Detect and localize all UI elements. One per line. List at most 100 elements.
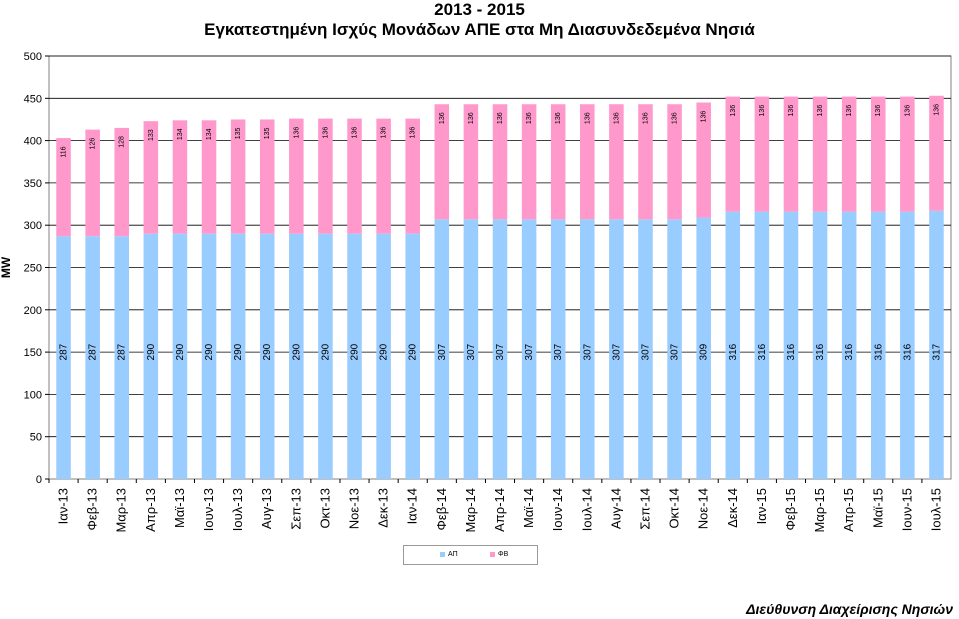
- chart-title: 2013 - 2015: [434, 0, 525, 19]
- x-tick-label: Αυγ-13: [259, 488, 274, 529]
- legend-label-fv: ΦΒ: [498, 551, 509, 558]
- data-label-ap: 307: [611, 343, 622, 360]
- data-label-ap: 316: [786, 343, 797, 360]
- data-label-fv: 136: [846, 105, 853, 117]
- data-label-ap: 287: [117, 343, 128, 360]
- data-label-fv: 136: [410, 127, 417, 139]
- bar-segment-ap: [434, 219, 450, 479]
- data-label-fv: 136: [672, 112, 679, 124]
- x-tick-label: Απρ-15: [841, 488, 856, 532]
- bar-segment-fv: [230, 119, 246, 234]
- x-tick-label: Δεκ-13: [376, 488, 391, 528]
- bar-segment-ap: [638, 219, 653, 479]
- bar-segment-fv: [463, 104, 479, 220]
- x-tick-label: Ιουν-13: [201, 488, 216, 531]
- bar-segment-fv: [696, 102, 711, 218]
- bar-segment-ap: [580, 219, 595, 479]
- y-axis-label: MW: [0, 256, 13, 278]
- x-tick-label: Ιαν-13: [56, 488, 71, 524]
- data-label-fv: 134: [177, 128, 184, 140]
- data-label-ap: 316: [757, 343, 768, 360]
- bar-segment-fv: [550, 104, 566, 220]
- bar-segment-ap: [114, 236, 130, 479]
- bar-segment-fv: [492, 104, 508, 220]
- x-tick-label: Οκτ-13: [317, 488, 332, 529]
- data-label-fv: 116: [61, 146, 68, 157]
- bar-segment-ap: [259, 233, 275, 479]
- bar-segment-fv: [259, 119, 275, 234]
- bar-segment-fv: [172, 120, 188, 234]
- data-label-fv: 128: [119, 136, 126, 148]
- chart-title-block: 2013 - 2015 Εγκατεστημένη Ισχύς Μονάδων …: [0, 0, 959, 40]
- bar-segment-ap: [289, 233, 304, 479]
- legend-swatch-ap: [440, 552, 445, 557]
- y-tick-label: 250: [24, 263, 42, 275]
- bar-segment-fv: [812, 96, 828, 212]
- bar-segment-fv: [521, 104, 537, 220]
- data-label-fv: 126: [90, 138, 97, 150]
- data-label-ap: 307: [495, 343, 506, 360]
- bar-segment-fv: [870, 96, 886, 212]
- bar-segment-ap: [172, 233, 188, 479]
- bar-segment-ap: [870, 211, 886, 479]
- x-tick-label: Ιουν-14: [550, 488, 565, 531]
- data-label-fv: 136: [642, 112, 649, 124]
- y-tick-label: 200: [24, 305, 42, 317]
- data-label-fv: 136: [817, 105, 824, 117]
- data-label-fv: 136: [613, 112, 620, 124]
- bar-segment-ap: [143, 233, 159, 479]
- bar-segment-ap: [85, 236, 100, 479]
- data-label-ap: 307: [553, 343, 564, 360]
- data-label-fv: 136: [759, 105, 766, 117]
- bar-segment-fv: [143, 121, 159, 234]
- data-label-fv: 134: [206, 128, 213, 140]
- bar-segment-fv: [56, 138, 71, 237]
- x-tick-label: Ιαν-15: [754, 488, 769, 524]
- data-label-ap: 316: [873, 343, 884, 360]
- data-label-fv: 136: [322, 127, 329, 139]
- data-label-ap: 307: [466, 343, 477, 360]
- data-label-fv: 136: [875, 105, 882, 117]
- data-label-fv: 136: [904, 105, 911, 117]
- data-label-ap: 307: [582, 343, 593, 360]
- data-label-fv: 136: [497, 112, 504, 124]
- x-tick-label: Μαρ-14: [463, 488, 478, 533]
- bar-segment-ap: [754, 211, 770, 479]
- data-label-fv: 136: [701, 111, 708, 123]
- x-tick-label: Μαϊ-15: [870, 488, 885, 528]
- data-label-fv: 136: [788, 105, 795, 117]
- y-tick-label: 50: [30, 432, 42, 444]
- y-tick-label: 100: [24, 389, 42, 401]
- y-tick-label: 400: [24, 136, 42, 148]
- data-label-fv: 136: [439, 112, 446, 124]
- bar-segment-fv: [289, 118, 304, 234]
- bar-segment-ap: [405, 233, 420, 479]
- data-label-ap: 309: [699, 343, 710, 360]
- data-label-ap: 290: [233, 343, 244, 360]
- y-tick-label: 350: [24, 178, 42, 190]
- x-tick-label: Μαϊ-14: [521, 488, 536, 528]
- data-label-ap: 307: [437, 343, 448, 360]
- y-tick-label: 300: [24, 220, 42, 232]
- bar-segment-ap: [550, 219, 566, 479]
- data-label-fv: 136: [555, 112, 562, 124]
- bar-segment-ap: [201, 233, 217, 479]
- data-label-ap: 287: [88, 343, 99, 360]
- data-label-fv: 133: [148, 129, 155, 141]
- bar-segment-fv: [376, 118, 391, 234]
- y-tick-label: 450: [24, 93, 42, 105]
- data-label-ap: 307: [640, 343, 651, 360]
- x-tick-label: Σεπ-13: [288, 488, 303, 530]
- bar-segment-ap: [347, 233, 362, 479]
- data-label-fv: 136: [584, 112, 591, 124]
- bar-segment-ap: [725, 211, 741, 479]
- y-tick-label: 0: [36, 474, 42, 486]
- data-label-fv: 136: [468, 112, 475, 124]
- bar-segment-ap: [609, 219, 624, 479]
- data-label-fv: 136: [381, 127, 388, 139]
- x-tick-label: Ιουλ-14: [579, 488, 594, 531]
- x-tick-label: Φεβ-14: [434, 488, 449, 530]
- x-tick-label: Απρ-14: [492, 488, 507, 532]
- data-label-ap: 287: [59, 343, 70, 360]
